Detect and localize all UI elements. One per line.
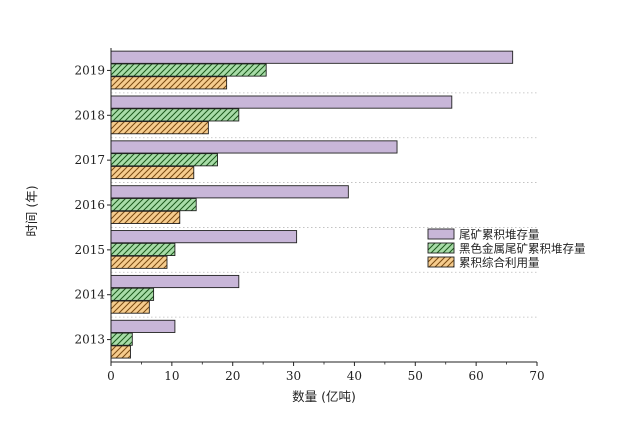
bar-2014-series-2 (110, 287, 155, 301)
bar-2015-series-2 (110, 242, 176, 257)
bar-2016-series-1 (110, 185, 349, 199)
bar-2018-series-3 (110, 121, 209, 135)
legend-swatch-1 (427, 228, 455, 240)
bars (110, 50, 514, 359)
y-tick-label-2019: 2019 (74, 63, 105, 77)
bar-2018-series-2 (110, 108, 240, 122)
x-tick-label-10: 10 (164, 369, 179, 383)
x-tick-label-40: 40 (347, 369, 362, 383)
ticks: 2013 2014 2015 2016 2017 2018 2019 0 10 20 30 40 50 6… (74, 63, 544, 383)
bar-2019-series-2 (110, 63, 267, 77)
bar-2013-series-3 (110, 345, 131, 359)
x-tick-label-20: 20 (225, 369, 240, 383)
legend-swatch-2 (427, 242, 455, 254)
y-axis-title: 时间 (年) (24, 185, 39, 236)
y-tick-label-2017: 2017 (74, 153, 105, 167)
bar-2017-series-1 (110, 140, 398, 154)
x-tick-label-0: 0 (107, 369, 115, 383)
y-tick-label-2018: 2018 (74, 108, 105, 122)
bar-2014-series-3 (110, 300, 150, 314)
x-tick-label-60: 60 (469, 369, 484, 383)
bar-2018-series-1 (110, 95, 453, 109)
legend-swatch-3 (427, 256, 455, 268)
bar-2019-series-1 (110, 50, 514, 64)
y-tick-label-2015: 2015 (74, 243, 105, 257)
bar-2013-series-2 (110, 332, 133, 346)
bar-2016-series-3 (110, 210, 181, 224)
bar-2015-series-1 (110, 230, 298, 244)
x-tick-label-50: 50 (408, 369, 423, 383)
y-tick-label-2016: 2016 (74, 198, 105, 212)
gridlines (111, 92, 537, 318)
x-axis-title: 数量 (亿吨) (292, 389, 356, 404)
x-tick-label-30: 30 (286, 369, 301, 383)
legend-label-3: 累积综合利用量 (459, 256, 540, 270)
y-tick-label-2013: 2013 (74, 333, 105, 347)
bar-2014-series-1 (110, 274, 240, 289)
bar-2013-series-1 (110, 319, 176, 333)
y-tick-label-2014: 2014 (74, 288, 105, 302)
legend-label-1: 尾矿累积堆存量 (459, 228, 540, 242)
x-tick-label-70: 70 (529, 369, 544, 383)
bar-2017-series-3 (110, 165, 195, 180)
bar-2016-series-2 (110, 198, 197, 212)
legend-label-2: 黑色金属尾矿累积堆存量 (459, 242, 586, 256)
bar-2017-series-2 (110, 153, 218, 167)
bar-2015-series-3 (110, 255, 168, 269)
bar-2019-series-3 (110, 76, 228, 90)
